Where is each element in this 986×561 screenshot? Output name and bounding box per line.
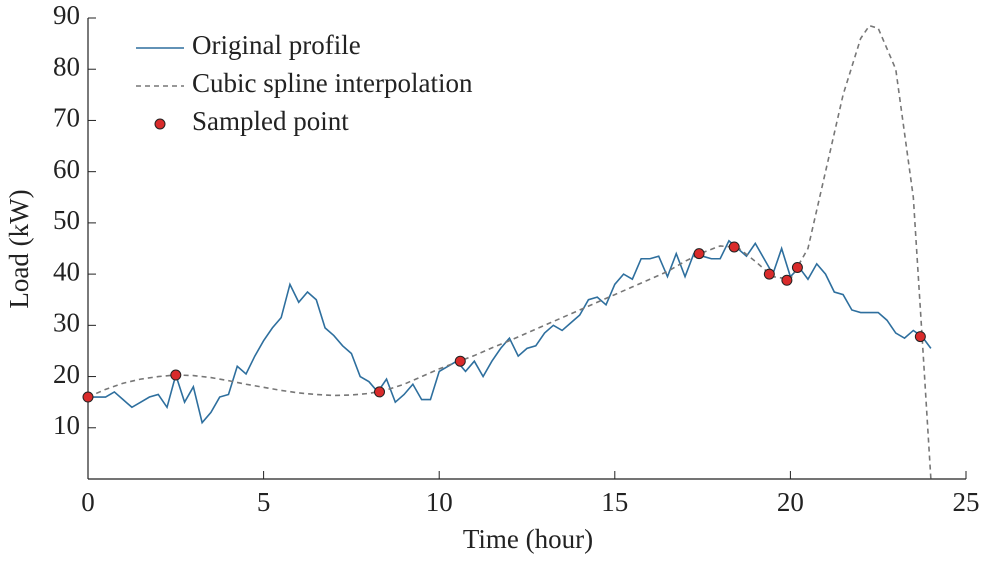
sample-point [454,355,466,367]
y-tick-label: 40 [53,256,80,286]
sample-point [781,274,793,286]
y-tick-label: 70 [53,103,80,133]
series-line [88,239,932,425]
sample-point [170,369,182,381]
x-axis-label: Time (hour) [463,524,593,554]
sample-point [373,386,385,398]
x-tick-label: 15 [601,487,628,517]
legend-label: Sampled point [192,106,349,136]
y-tick-label: 90 [53,0,80,30]
x-tick-label: 10 [426,487,453,517]
x-tick-label: 0 [81,487,95,517]
y-tick-label: 60 [53,154,80,184]
x-tick-label: 25 [953,487,980,517]
sample-point [914,331,926,343]
y-tick-label: 80 [53,51,80,81]
x-tick-label: 5 [257,487,271,517]
y-axis-label: Load (kW) [4,189,34,308]
x-tick-label: 20 [777,487,804,517]
legend-label: Cubic spline interpolation [192,68,473,98]
sample-point [791,261,803,273]
y-tick-label: 20 [53,359,80,389]
sample-point [82,391,94,403]
legend-marker [154,118,166,130]
y-tick-label: 10 [53,410,80,440]
sample-point [693,248,705,260]
y-tick-label: 30 [53,308,80,338]
sample-point [763,268,775,280]
legend-label: Original profile [192,30,361,60]
sample-point [728,241,740,253]
y-tick-label: 50 [53,205,80,235]
